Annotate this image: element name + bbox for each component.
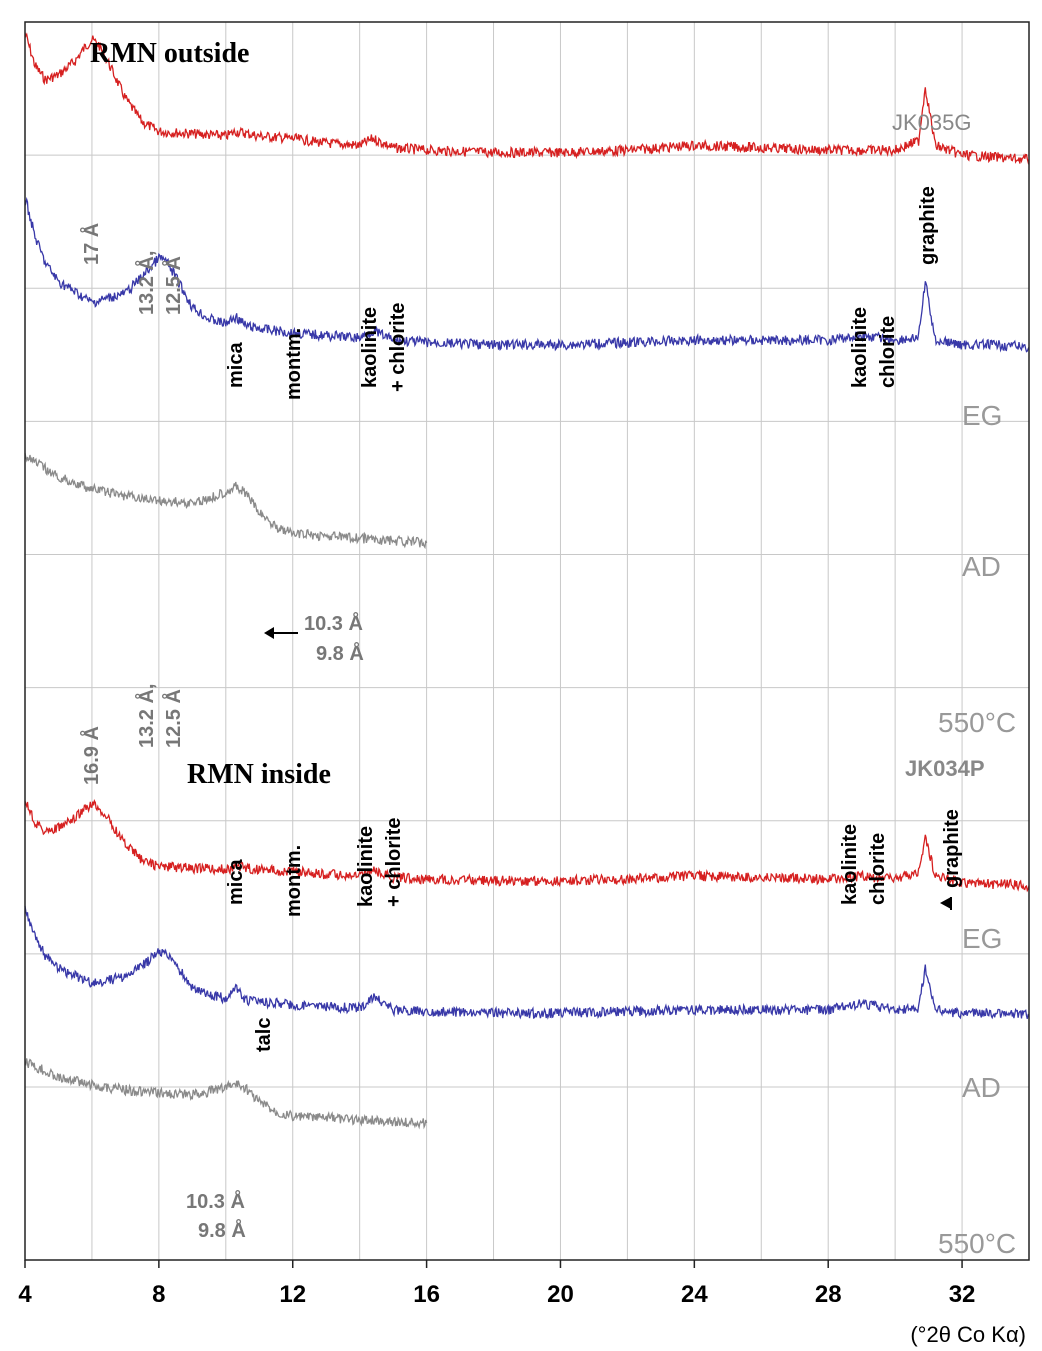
series-line-eg-outside bbox=[24, 32, 1030, 165]
x-axis: 4 8 12 16 20 24 28 32 bbox=[18, 1260, 975, 1308]
arrow-head-graphite-lower bbox=[940, 897, 951, 909]
series-label-550-outside: 550°C bbox=[938, 707, 1016, 738]
label-10-3a-lower: 10.3 Å bbox=[186, 1189, 245, 1213]
label-mica-lower: mica bbox=[225, 859, 247, 905]
series-layer bbox=[24, 32, 1030, 1130]
x-tick-label: 28 bbox=[815, 1281, 842, 1308]
sample-id-outside: JK035G bbox=[892, 110, 972, 135]
arrow-head-550-upper bbox=[264, 627, 274, 639]
label-montm-lower: montm. bbox=[283, 845, 305, 917]
label-talc: talc bbox=[253, 1018, 275, 1052]
x-tick-label: 32 bbox=[949, 1281, 976, 1308]
label-chlorite-right-lower: chlorite bbox=[867, 833, 889, 905]
panel-title-outside: RMN outside bbox=[90, 38, 249, 69]
label-9-8a-lower: 9.8 Å bbox=[198, 1218, 246, 1242]
label-graphite-upper: graphite bbox=[917, 186, 939, 265]
label-13-2a-lower: 13.2 Å, bbox=[134, 684, 158, 748]
series-line-eg-inside bbox=[24, 799, 1030, 893]
sample-id-inside: JK034P bbox=[905, 756, 985, 781]
label-kaolinite-right-lower: kaolinite bbox=[839, 824, 861, 905]
x-tick-label: 8 bbox=[152, 1281, 165, 1308]
label-kaolinite-lower: kaolinite bbox=[355, 826, 377, 907]
series-label-eg-outside: EG bbox=[962, 400, 1002, 431]
plot-frame bbox=[24, 21, 1030, 1261]
series-label-ad-inside: AD bbox=[962, 1072, 1001, 1103]
x-tick-label: 16 bbox=[413, 1281, 440, 1308]
label-13-2a-upper: 13.2 Å, bbox=[134, 251, 158, 315]
label-montm-upper: montm. bbox=[283, 328, 305, 400]
series-line-550c-outside bbox=[24, 452, 428, 550]
label-12-5a-lower: 12.5 Å bbox=[161, 689, 185, 748]
label-12-5a-upper: 12.5 Å bbox=[161, 256, 185, 315]
label-kaolinite-right-upper: kaolinite bbox=[849, 307, 871, 388]
label-graphite-lower: graphite bbox=[941, 809, 963, 888]
label-chlorite-plus-lower: + chlorite bbox=[383, 818, 405, 907]
x-tick-label: 12 bbox=[279, 1281, 306, 1308]
label-kaolinite-upper: kaolinite bbox=[359, 307, 381, 388]
series-label-ad-outside: AD bbox=[962, 551, 1001, 582]
series-label-550-inside: 550°C bbox=[938, 1228, 1016, 1259]
x-tick-label: 24 bbox=[681, 1281, 708, 1308]
series-line-550c-inside bbox=[24, 1058, 428, 1130]
x-axis-label: (°2θ Co Kα) bbox=[910, 1322, 1026, 1347]
label-chlorite-plus-upper: + chlorite bbox=[387, 303, 409, 392]
label-16-9a: 16.9 Å bbox=[79, 726, 103, 785]
series-label-eg-inside: EG bbox=[962, 923, 1002, 954]
grid bbox=[25, 22, 1029, 1260]
x-tick-label: 20 bbox=[547, 1281, 574, 1308]
series-line-ad-inside bbox=[24, 905, 1030, 1020]
label-mica-upper: mica bbox=[225, 342, 247, 388]
x-tick-label: 4 bbox=[18, 1281, 32, 1308]
label-17a: 17 Å bbox=[79, 223, 103, 265]
label-9-8a-upper: 9.8 Å bbox=[316, 641, 364, 665]
panel-title-inside: RMN inside bbox=[187, 759, 331, 790]
label-10-3a-upper: 10.3 Å bbox=[304, 611, 363, 635]
series-line-ad-outside bbox=[24, 196, 1030, 353]
label-chlorite-right-upper: chlorite bbox=[877, 316, 899, 388]
